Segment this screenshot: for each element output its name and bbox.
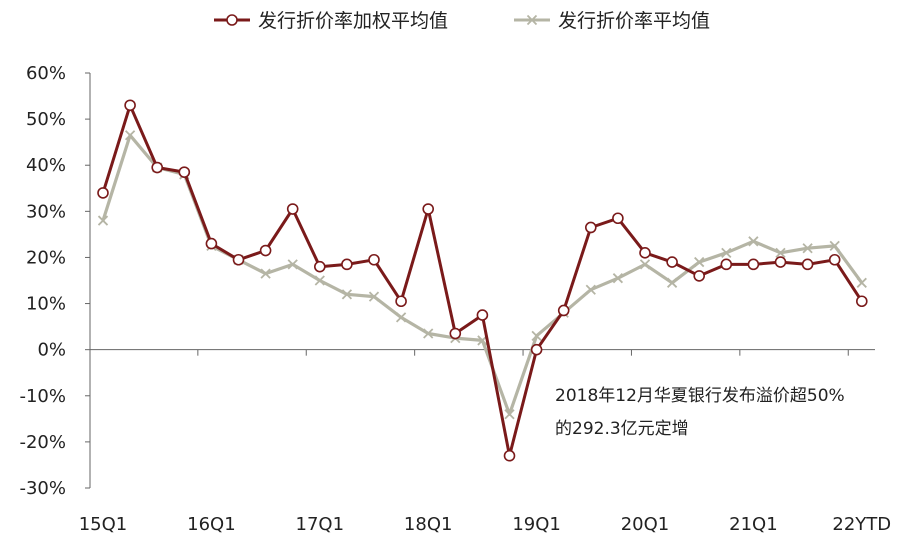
data-point xyxy=(232,253,245,266)
data-point xyxy=(151,161,163,174)
data-point xyxy=(855,295,868,308)
data-point xyxy=(666,256,678,268)
data-point xyxy=(693,270,706,282)
data-point xyxy=(612,273,624,284)
y-tick-label: 40% xyxy=(26,155,66,176)
data-point xyxy=(666,277,678,288)
data-point xyxy=(341,289,353,300)
data-point xyxy=(395,295,407,308)
x-axis: 15Q1 16Q1 17Q1 18Q1 19Q1 20Q1 21Q1 22YTD xyxy=(79,349,891,535)
x-tick-label: 21Q1 xyxy=(729,514,778,535)
y-tick-label: -10% xyxy=(19,386,66,407)
data-point xyxy=(368,253,380,266)
data-point xyxy=(612,212,624,225)
y-axis: 60% 50% 40% 30% 20% 10% 0% -10% -20% -30% xyxy=(19,63,91,499)
data-point xyxy=(260,268,271,279)
data-point xyxy=(747,258,760,271)
data-point xyxy=(476,309,489,321)
y-tick-label: 60% xyxy=(26,63,66,84)
data-point xyxy=(748,236,759,247)
data-point xyxy=(720,258,733,271)
legend-marker xyxy=(226,14,238,26)
data-point xyxy=(584,221,597,234)
data-point xyxy=(585,284,596,295)
data-point xyxy=(422,203,435,215)
x-tick-label: 15Q1 xyxy=(79,514,128,535)
data-point xyxy=(531,330,542,341)
data-point xyxy=(205,237,218,250)
series-layer xyxy=(97,99,868,462)
data-point xyxy=(639,247,651,259)
series-2 xyxy=(97,130,867,420)
legend-marker xyxy=(526,14,538,26)
data-point xyxy=(97,215,109,226)
y-tick-label: 10% xyxy=(26,294,66,315)
data-point xyxy=(124,99,136,112)
x-tick-label: 22YTD xyxy=(832,514,891,535)
data-point xyxy=(97,187,109,199)
data-point xyxy=(856,277,867,288)
legend: 发行折价率加权平均值 发行折价率平均值 xyxy=(214,10,710,32)
data-point xyxy=(341,258,353,271)
data-point xyxy=(828,253,841,266)
x-tick-label: 17Q1 xyxy=(296,514,345,535)
data-point xyxy=(530,343,543,356)
data-point xyxy=(368,291,380,302)
data-point xyxy=(286,203,299,215)
data-point xyxy=(829,240,840,252)
data-point xyxy=(449,327,462,340)
x-tick-label: 18Q1 xyxy=(404,514,453,535)
y-tick-label: -20% xyxy=(19,432,66,453)
data-point xyxy=(287,259,298,270)
y-tick-label: 30% xyxy=(26,201,66,222)
legend-label: 发行折价率加权平均值 xyxy=(258,10,448,32)
x-tick-label: 16Q1 xyxy=(187,514,236,535)
data-point xyxy=(503,449,516,462)
series-1 xyxy=(97,99,868,462)
data-point xyxy=(314,275,325,286)
data-point xyxy=(694,256,705,268)
data-point xyxy=(557,304,570,317)
data-point xyxy=(802,243,813,254)
data-point xyxy=(423,328,434,339)
data-point xyxy=(801,258,814,271)
y-tick-label: 20% xyxy=(26,247,66,268)
data-point xyxy=(721,247,732,258)
data-point xyxy=(639,259,651,270)
annotation-line: 2018年12月华夏银行发布溢价超50% xyxy=(555,386,845,406)
data-point xyxy=(259,244,272,257)
y-tick-label: 50% xyxy=(26,109,66,130)
y-tick-label: -30% xyxy=(19,478,66,499)
data-point xyxy=(504,409,515,420)
y-tick-label: 0% xyxy=(37,340,66,361)
data-point xyxy=(775,247,786,258)
legend-item-2: 发行折价率平均值 xyxy=(514,10,710,32)
annotation-line: 的292.3亿元定增 xyxy=(555,419,689,439)
legend-label: 发行折价率平均值 xyxy=(558,10,710,32)
series-line xyxy=(101,133,864,416)
annotation: 2018年12月华夏银行发布溢价超50% 的292.3亿元定增 xyxy=(555,386,845,439)
data-point xyxy=(395,312,407,323)
x-tick-label: 19Q1 xyxy=(512,514,561,535)
legend-item-1: 发行折价率加权平均值 xyxy=(214,10,448,32)
x-tick-label: 20Q1 xyxy=(621,514,670,535)
data-point xyxy=(178,166,191,178)
data-point xyxy=(774,256,787,268)
data-point xyxy=(124,130,136,141)
data-point xyxy=(313,260,326,273)
